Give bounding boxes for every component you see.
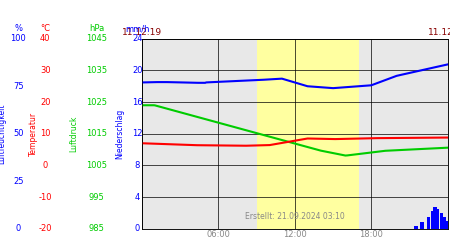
Bar [420, 222, 424, 229]
Text: 20: 20 [40, 98, 50, 106]
Text: -10: -10 [39, 192, 52, 202]
Text: 24: 24 [132, 34, 143, 43]
Text: 0: 0 [135, 224, 140, 233]
Text: 8: 8 [135, 161, 140, 170]
Text: 985: 985 [89, 224, 104, 233]
Text: 75: 75 [13, 82, 24, 91]
Text: 100: 100 [10, 34, 26, 43]
Text: 50: 50 [13, 129, 24, 138]
Text: Niederschlag: Niederschlag [115, 108, 124, 159]
Text: %: % [14, 24, 22, 33]
Text: 0: 0 [43, 161, 48, 170]
Text: °C: °C [40, 24, 50, 33]
Text: 25: 25 [13, 177, 24, 186]
Text: Luftdruck: Luftdruck [69, 116, 78, 152]
Text: Temperatur: Temperatur [29, 112, 38, 156]
Bar [433, 206, 437, 229]
Bar [445, 221, 448, 229]
Bar [436, 209, 439, 229]
Text: Luftfeuchtigkeit: Luftfeuchtigkeit [0, 104, 7, 164]
Text: 1015: 1015 [86, 129, 107, 138]
Text: Erstellt: 21.09.2024 03:10: Erstellt: 21.09.2024 03:10 [245, 212, 345, 221]
Bar [427, 217, 431, 229]
Text: 40: 40 [40, 34, 50, 43]
Text: 4: 4 [135, 192, 140, 202]
Text: mm/h: mm/h [125, 24, 150, 33]
Text: hPa: hPa [89, 24, 104, 33]
Text: 30: 30 [40, 66, 51, 75]
Bar [431, 211, 434, 229]
Text: 12: 12 [132, 129, 143, 138]
Text: 1045: 1045 [86, 34, 107, 43]
Text: 20: 20 [132, 66, 143, 75]
Text: 0: 0 [16, 224, 21, 233]
Text: 995: 995 [89, 192, 104, 202]
Bar [414, 226, 418, 229]
Bar [442, 217, 446, 229]
Text: -20: -20 [39, 224, 52, 233]
Bar [256, 39, 359, 229]
Text: 10: 10 [40, 129, 50, 138]
Text: 1005: 1005 [86, 161, 107, 170]
Text: 1035: 1035 [86, 66, 107, 75]
Text: 1025: 1025 [86, 98, 107, 106]
Text: 16: 16 [132, 98, 143, 106]
Bar [440, 213, 443, 229]
